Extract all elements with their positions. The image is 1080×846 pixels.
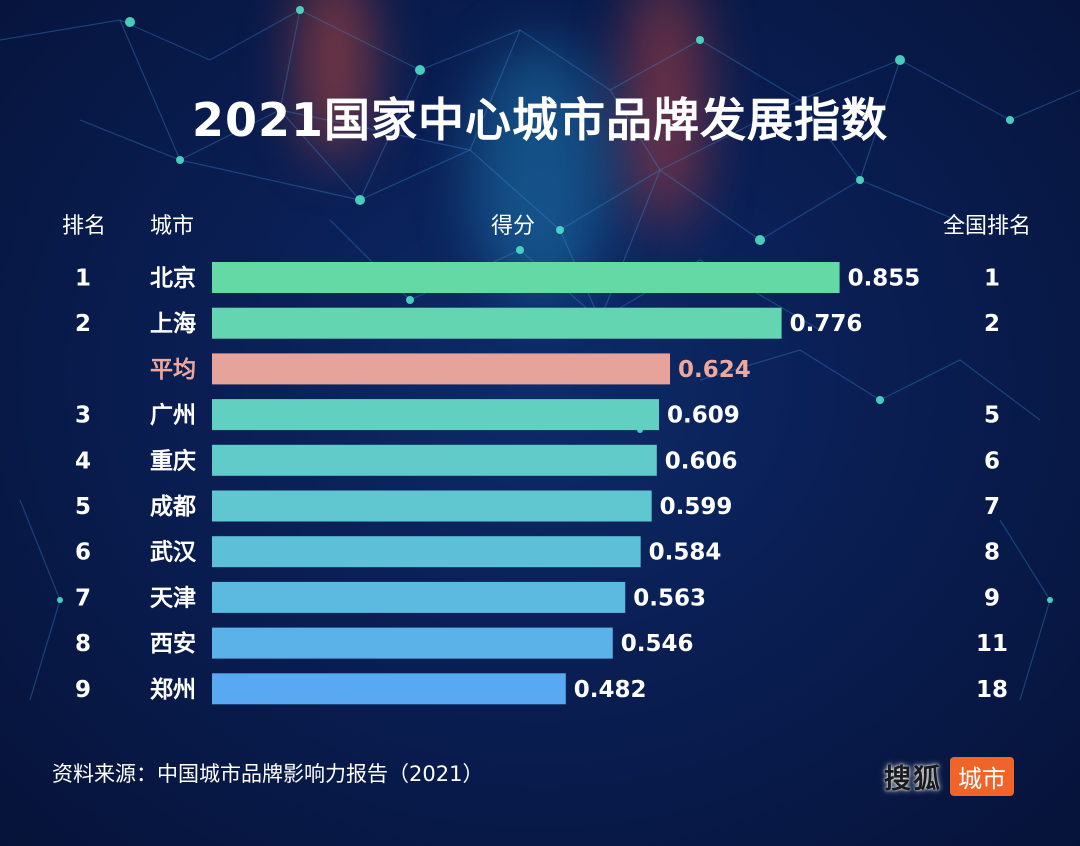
national-rank-label-8: 11	[976, 631, 1008, 657]
value-label-8: 0.546	[621, 631, 694, 657]
value-label-5: 0.599	[660, 494, 733, 520]
value-label-0: 0.855	[848, 266, 921, 292]
rank-label-6: 6	[75, 540, 91, 566]
rank-label-4: 4	[75, 448, 91, 474]
bar-2	[212, 353, 671, 385]
cyan-glow-center	[470, 40, 610, 300]
city-label-7: 天津	[150, 584, 196, 611]
national-rank-label-7: 9	[984, 585, 1000, 611]
value-label-7: 0.563	[633, 585, 706, 611]
national-rank-label-0: 1	[984, 266, 1000, 292]
city-label-6: 武汉	[150, 540, 197, 566]
bar-7	[212, 581, 626, 613]
source-note: 资料来源：中国城市品牌影响力报告（2021）	[52, 762, 484, 786]
bar-8	[212, 627, 613, 659]
chart-title: 2021国家中心城市品牌发展指数	[191, 93, 889, 147]
rank-label-0: 1	[75, 266, 91, 292]
city-label-9: 郑州	[150, 677, 196, 703]
rank-label-1: 2	[75, 311, 91, 337]
bar-3	[212, 399, 660, 431]
red-glow-left	[300, 0, 370, 160]
header-city: 城市	[150, 214, 195, 239]
header-national-rank: 全国排名	[943, 214, 1032, 239]
value-label-3: 0.609	[667, 403, 740, 429]
value-label-6: 0.584	[649, 540, 722, 566]
value-label-1: 0.776	[790, 311, 863, 337]
city-label-5: 成都	[150, 494, 196, 520]
national-rank-label-6: 8	[984, 540, 1000, 566]
national-rank-label-1: 2	[984, 311, 1000, 337]
bar-1	[212, 307, 782, 339]
value-label-2: 0.624	[678, 357, 751, 383]
value-label-9: 0.482	[574, 677, 647, 703]
rank-label-5: 5	[75, 494, 91, 520]
city-label-0: 北京	[150, 265, 196, 292]
rank-label-9: 9	[75, 677, 91, 703]
rank-label-8: 8	[75, 631, 91, 657]
sohu-city-logo: 搜狐 城市	[884, 756, 1014, 796]
bar-6	[212, 536, 641, 568]
value-label-4: 0.606	[665, 448, 738, 474]
city-label-3: 广州	[150, 402, 196, 429]
national-rank-label-5: 7	[984, 494, 1000, 520]
rank-label-3: 3	[75, 403, 91, 429]
national-rank-label-3: 5	[984, 403, 1000, 429]
red-glow-right	[625, 0, 705, 230]
logo-text: 搜狐	[884, 763, 942, 795]
logo-badge: 城市	[950, 756, 1014, 796]
bar-5	[212, 490, 652, 522]
header-score: 得分	[491, 214, 536, 239]
city-label-8: 西安	[150, 630, 196, 657]
national-rank-label-9: 18	[976, 677, 1008, 703]
national-rank-label-4: 6	[984, 448, 1000, 474]
header-rank: 排名	[62, 214, 107, 239]
city-label-1: 上海	[150, 310, 196, 337]
bar-9	[212, 673, 566, 705]
bar-0	[212, 262, 840, 293]
city-label-2: 平均	[150, 356, 196, 383]
bar-4	[212, 444, 657, 476]
rank-label-7: 7	[75, 585, 91, 611]
city-label-4: 重庆	[150, 447, 196, 474]
